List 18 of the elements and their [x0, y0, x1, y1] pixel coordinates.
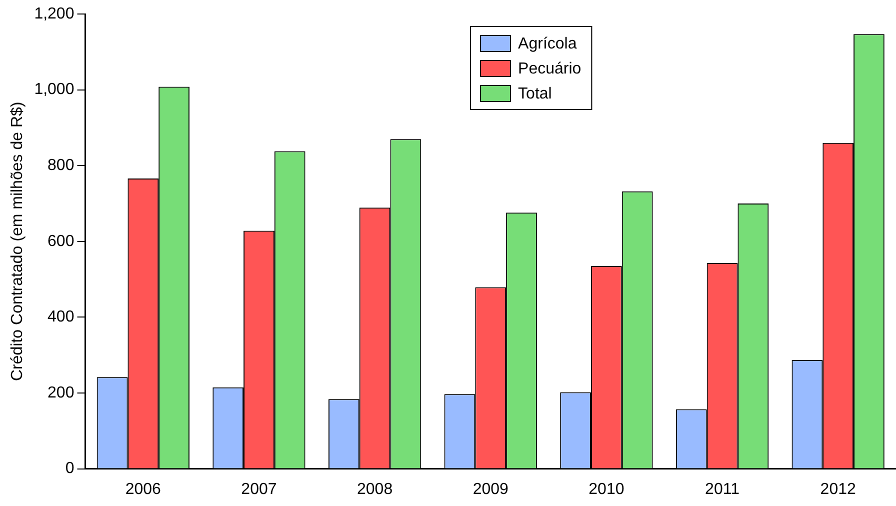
legend-label: Agrícola: [518, 35, 577, 52]
y-tick-label: 0: [65, 460, 74, 478]
x-tick-label: 2011: [705, 480, 740, 498]
y-tick-label: 800: [48, 157, 74, 174]
y-tick-label: 1,000: [34, 81, 74, 98]
x-tick-label: 2009: [472, 480, 509, 498]
y-tick-label: 1,200: [34, 5, 74, 22]
y-tick-label: 400: [48, 308, 74, 326]
legend-label: Pecuário: [518, 60, 582, 78]
x-tick-label: 2008: [357, 480, 393, 498]
x-tick-label: 2010: [588, 480, 624, 498]
x-tick-label: 2007: [241, 480, 277, 498]
y-axis-title: Crédito Contratado (em milhões de R$): [9, 102, 26, 382]
y-tick-label: 600: [48, 232, 74, 250]
x-tick-label: 2006: [125, 480, 162, 498]
legend-label: Total: [518, 85, 552, 102]
y-tick-label: 200: [48, 384, 74, 402]
x-tick-label: 2012: [820, 480, 856, 498]
